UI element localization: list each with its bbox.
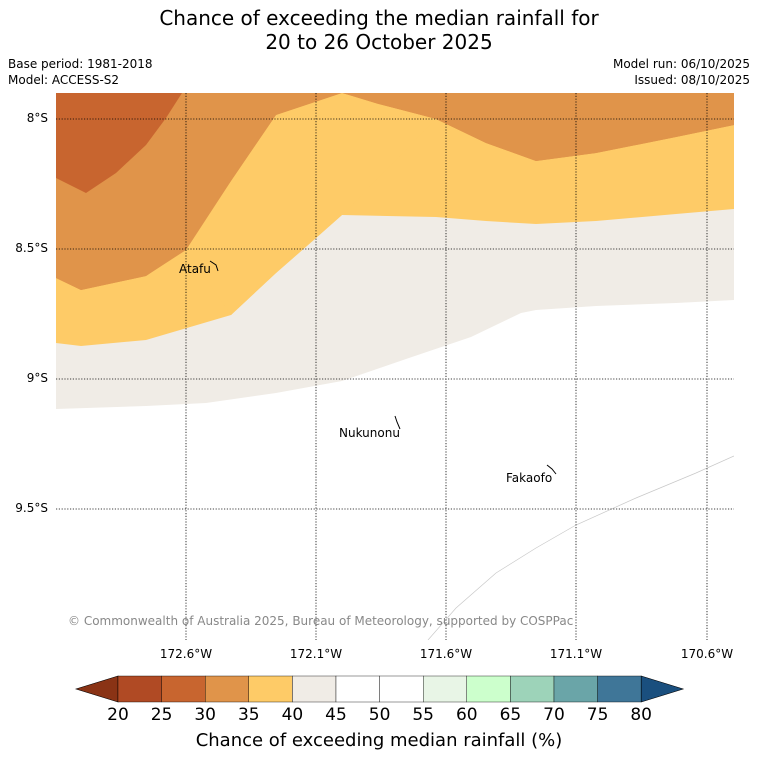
colorbar-segment: [466, 675, 511, 703]
place-label-fakaofo: Fakaofo: [506, 471, 552, 485]
colorbar-segment: [553, 675, 598, 703]
x-tick-172.6w: 172.6°W: [159, 647, 213, 661]
y-tick-9.5s: 9.5°S: [15, 501, 48, 515]
band-30-35-north-west: [56, 93, 342, 290]
colorbar-tick-label: 45: [325, 705, 347, 725]
colorbar-segment: [510, 675, 555, 703]
band-25-30: [56, 93, 182, 193]
y-tick-9s: 9°S: [26, 371, 48, 385]
colorbar-tick-label: 55: [412, 705, 434, 725]
colorbar-segment: [597, 675, 642, 703]
colorbar-under-triangle: [74, 675, 119, 703]
colorbar-segment: [379, 675, 424, 703]
copyright-notice: © Commonwealth of Australia 2025, Bureau…: [68, 614, 574, 628]
colorbar-tick-label: 50: [368, 705, 391, 725]
x-tick-170.6w: 170.6°W: [680, 647, 734, 661]
colorbar-title: Chance of exceeding median rainfall (%): [195, 730, 563, 751]
colorbar-tick-label: 70: [543, 705, 565, 725]
colorbar-segment: [292, 675, 337, 703]
colorbar-over-triangle: [640, 675, 685, 703]
map-title-line-1: Chance of exceeding the median rainfall …: [159, 6, 599, 30]
place-label-atafu: Atafu: [179, 262, 211, 276]
island-atafu: Atafu: [179, 260, 219, 276]
nukunonu-outline-icon: [394, 415, 401, 430]
x-tick-172.1w: 172.1°W: [289, 647, 343, 661]
atafu-outline-icon: [209, 260, 219, 272]
colorbar-tick-label: 80: [630, 705, 652, 725]
colorbar-segment: [117, 675, 162, 703]
model-run: Model run: 06/10/2025: [612, 57, 750, 71]
model-name: Model: ACCESS-S2: [8, 73, 120, 87]
colorbar-segment: [204, 675, 249, 703]
colorbar-tick-label: 75: [586, 705, 609, 725]
island-nukunonu: Nukunonu: [339, 415, 401, 440]
colorbar-tick-label: 40: [281, 705, 304, 725]
map-plot: Atafu Nukunonu Fakaofo: [56, 93, 734, 640]
colorbar-tick-label: 65: [499, 705, 522, 725]
band-35-40-atafu: [186, 93, 436, 315]
colorbar-segment: [161, 675, 206, 703]
colorbar-segment: [248, 675, 293, 703]
place-label-nukunonu: Nukunonu: [339, 426, 400, 440]
colorbar-tick-label: 30: [194, 705, 216, 725]
base-period: Base period: 1981-2018: [8, 57, 153, 71]
colorbar: [74, 675, 685, 703]
colorbar-tick-label: 20: [107, 705, 129, 725]
meta-right: Model run: 06/10/2025 Issued: 08/10/2025: [613, 56, 750, 88]
issued-date: Issued: 08/10/2025: [634, 73, 750, 87]
island-fakaofo: Fakaofo: [506, 464, 557, 485]
y-tick-8.5s: 8.5°S: [15, 241, 48, 255]
colorbar-tick-label: 35: [237, 705, 260, 725]
colorbar-tick-label: 60: [455, 705, 478, 725]
gridlines: [56, 93, 734, 640]
y-tick-8s: 8°S: [26, 111, 48, 125]
x-tick-171.6w: 171.6°W: [419, 647, 473, 661]
colorbar-tick-label: 25: [150, 705, 173, 725]
colorbar-segment: [335, 675, 380, 703]
colorbar-segment: [423, 675, 468, 703]
band-30-35-north: [186, 93, 734, 161]
fakaofo-outline-icon: [546, 464, 557, 475]
meta-left: Base period: 1981-2018 Model: ACCESS-S2: [8, 56, 153, 88]
x-tick-171.1w: 171.1°W: [549, 647, 603, 661]
map-title-line-2: 20 to 26 October 2025: [265, 30, 493, 54]
reef-outline: [427, 455, 734, 640]
